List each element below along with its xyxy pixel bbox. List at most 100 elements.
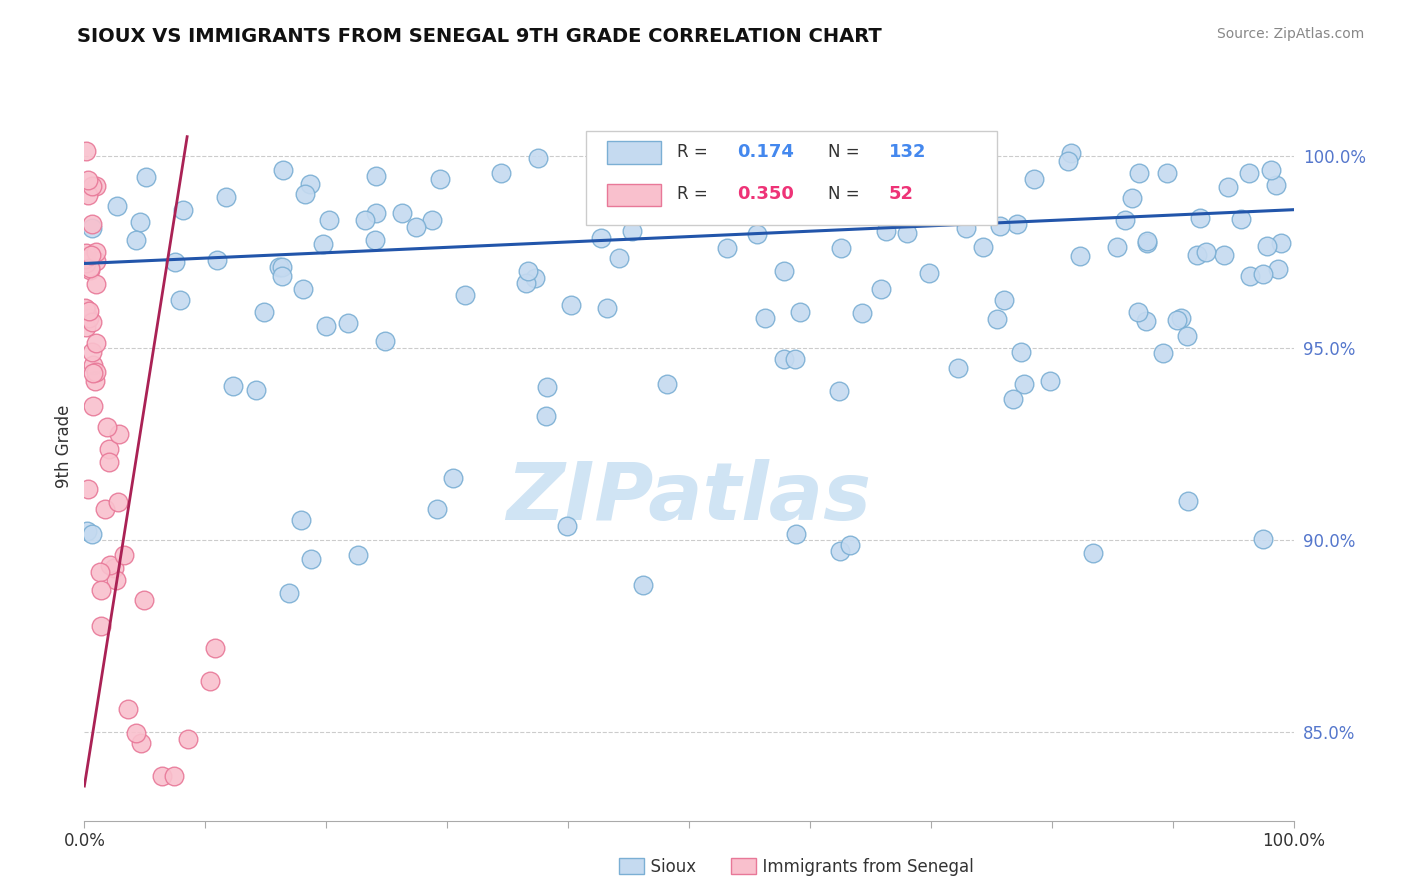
Point	[1039, 375, 1062, 389]
Point	[107, 495, 129, 509]
Point	[839, 538, 862, 552]
Text: R =: R =	[676, 143, 707, 161]
Point	[894, 149, 917, 163]
Point	[125, 233, 148, 247]
Point	[1126, 304, 1149, 318]
Point	[1128, 166, 1150, 180]
Text: SIOUX VS IMMIGRANTS FROM SENEGAL 9TH GRADE CORRELATION CHART: SIOUX VS IMMIGRANTS FROM SENEGAL 9TH GRA…	[77, 27, 882, 45]
Point	[312, 236, 335, 251]
Point	[623, 165, 645, 179]
Point	[75, 319, 97, 334]
Point	[79, 262, 101, 277]
Point	[420, 213, 443, 227]
Point	[105, 199, 128, 213]
Point	[104, 574, 127, 588]
Point	[620, 224, 643, 238]
Y-axis label: 9th Grade: 9th Grade	[55, 404, 73, 488]
Point	[207, 252, 229, 267]
Point	[364, 169, 387, 184]
Point	[75, 255, 97, 269]
Point	[1114, 213, 1136, 227]
Point	[1166, 313, 1188, 327]
Point	[489, 166, 512, 180]
Text: N =: N =	[828, 186, 859, 203]
Point	[222, 378, 245, 392]
FancyBboxPatch shape	[731, 858, 756, 874]
Point	[83, 374, 105, 388]
Text: 132: 132	[889, 143, 927, 161]
Point	[77, 310, 100, 325]
Point	[245, 383, 267, 397]
Point	[163, 769, 186, 783]
Point	[536, 380, 558, 394]
FancyBboxPatch shape	[607, 141, 661, 163]
Point	[1212, 248, 1234, 262]
Point	[86, 365, 108, 379]
Point	[1175, 329, 1198, 343]
Point	[734, 169, 756, 183]
Point	[1216, 180, 1239, 194]
Point	[1002, 392, 1025, 406]
Point	[391, 205, 413, 219]
Point	[82, 358, 104, 372]
Point	[1135, 314, 1157, 328]
Point	[591, 231, 613, 245]
Point	[294, 187, 316, 202]
Point	[354, 213, 377, 227]
Point	[75, 254, 97, 268]
Point	[1251, 267, 1274, 281]
Point	[1253, 532, 1275, 546]
Point	[198, 673, 221, 688]
Point	[80, 217, 103, 231]
Point	[631, 578, 654, 592]
Point	[1267, 261, 1289, 276]
Point	[1239, 268, 1261, 283]
Point	[315, 319, 337, 334]
Text: Immigrants from Senegal: Immigrants from Senegal	[752, 858, 974, 876]
Point	[1056, 154, 1078, 169]
Point	[716, 241, 738, 255]
Point	[117, 702, 139, 716]
Point	[75, 302, 97, 317]
Point	[657, 376, 679, 391]
FancyBboxPatch shape	[607, 184, 661, 206]
Point	[1195, 245, 1218, 260]
Point	[73, 301, 96, 315]
Point	[103, 561, 125, 575]
Point	[896, 226, 918, 240]
Point	[1230, 211, 1253, 226]
Point	[993, 293, 1015, 308]
Point	[84, 254, 107, 268]
Point	[82, 400, 104, 414]
Point	[150, 769, 173, 783]
Point	[172, 203, 194, 218]
Point	[79, 260, 101, 275]
Point	[534, 409, 557, 423]
Point	[972, 240, 994, 254]
Point	[1270, 235, 1292, 250]
Point	[1136, 236, 1159, 251]
Point	[1069, 249, 1091, 263]
Point	[90, 619, 112, 633]
Point	[441, 471, 464, 485]
Point	[374, 334, 396, 348]
Point	[869, 282, 891, 296]
Point	[772, 264, 794, 278]
Point	[517, 264, 540, 278]
Point	[405, 219, 427, 234]
Point	[1260, 162, 1282, 177]
Point	[267, 260, 290, 274]
Point	[1170, 311, 1192, 326]
Point	[80, 527, 103, 541]
Point	[886, 195, 908, 210]
Point	[794, 176, 817, 190]
Point	[346, 549, 368, 563]
FancyBboxPatch shape	[619, 858, 644, 874]
Point	[89, 565, 111, 579]
Point	[1121, 191, 1143, 205]
Point	[177, 731, 200, 746]
Point	[84, 245, 107, 260]
Point	[299, 552, 322, 566]
Point	[75, 246, 97, 260]
Point	[917, 266, 939, 280]
